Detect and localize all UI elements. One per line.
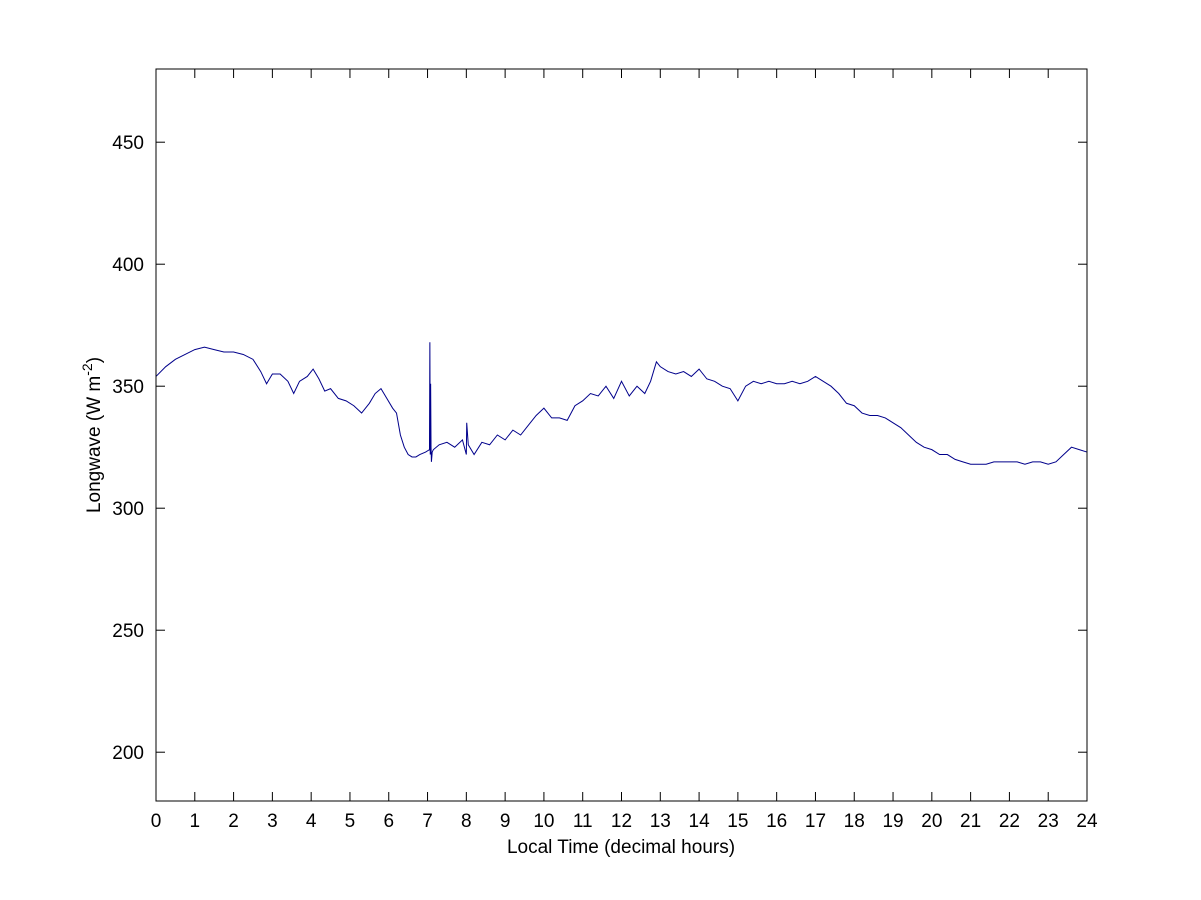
x-tick-label: 13 — [650, 811, 671, 832]
x-tick-label: 2 — [228, 811, 239, 832]
y-tick-label: 400 — [112, 255, 144, 276]
y-tick-label: 300 — [112, 499, 144, 520]
x-tick-label: 22 — [999, 811, 1020, 832]
y-tick-label: 200 — [112, 743, 144, 764]
x-tick-label: 1 — [190, 811, 201, 832]
x-tick-label: 10 — [533, 811, 554, 832]
x-tick-label: 8 — [461, 811, 472, 832]
y-axis-title: Longwave (W m-2) — [79, 357, 105, 513]
x-tick-label: 21 — [960, 811, 981, 832]
x-tick-label: 24 — [1076, 811, 1098, 832]
x-tick-label: 9 — [500, 811, 511, 832]
plot-area-background — [156, 69, 1087, 801]
axes-box — [155, 68, 1088, 802]
x-tick-label: 6 — [383, 811, 394, 832]
x-tick-label: 16 — [766, 811, 787, 832]
y-tick-label: 250 — [112, 621, 144, 642]
tick-labels: 0 1 2 3 4 5 6 7 8 9 10 11 12 13 14 15 16 17 18 19 20 21 22 23 24… — [112, 133, 1098, 832]
y-tick-label: 350 — [112, 377, 144, 398]
x-axis-title: Local Time (decimal hours) — [507, 837, 735, 858]
x-tick-label: 17 — [805, 811, 826, 832]
x-tick-label: 7 — [422, 811, 433, 832]
x-tick-label: 3 — [267, 811, 278, 832]
x-tick-label: 19 — [882, 811, 903, 832]
x-tick-label: 12 — [611, 811, 632, 832]
x-tick-label: 14 — [689, 811, 711, 832]
y-axis-title-close: ) — [84, 357, 105, 363]
x-tick-label: 15 — [727, 811, 748, 832]
x-tick-label: 23 — [1038, 811, 1059, 832]
x-tick-label: 5 — [345, 811, 356, 832]
x-tick-label: 0 — [151, 811, 162, 832]
y-axis-title-main: Longwave (W m — [84, 376, 105, 513]
series-line-longwave — [155, 342, 1088, 465]
tick-marks — [155, 69, 1088, 801]
x-tick-label: 20 — [921, 811, 942, 832]
x-tick-label: 4 — [306, 811, 317, 832]
x-tick-label: 11 — [573, 811, 593, 832]
y-tick-label: 450 — [112, 133, 144, 154]
x-tick-label: 18 — [844, 811, 865, 832]
y-axis-title-superscript: -2 — [79, 363, 95, 376]
